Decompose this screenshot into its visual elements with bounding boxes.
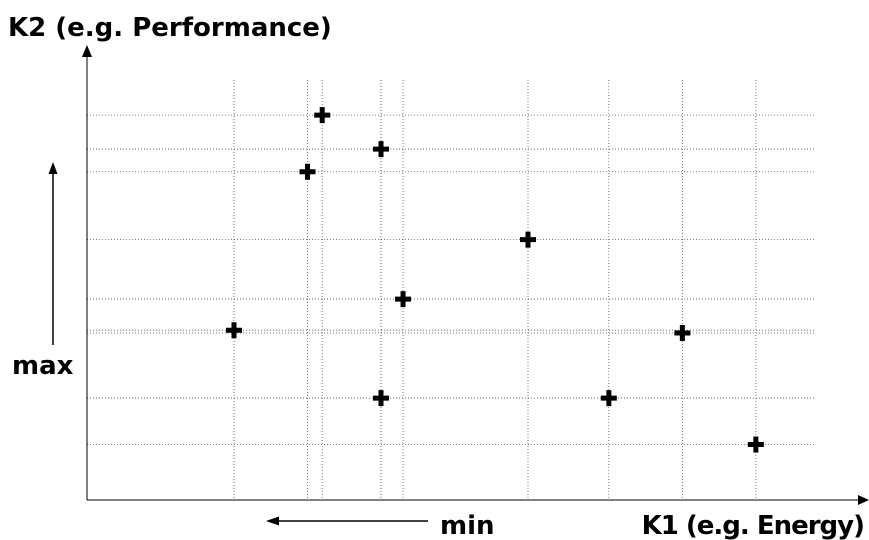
data-markers: [226, 107, 764, 453]
data-point-marker: [226, 322, 242, 339]
data-point-marker: [314, 107, 331, 124]
max-label: max: [12, 351, 74, 381]
x-axis-arrowhead: [858, 495, 869, 505]
data-point-marker: [600, 390, 617, 407]
data-point-marker: [395, 291, 412, 308]
data-point-marker: [747, 436, 764, 453]
min-direction-arrowhead: [266, 516, 279, 526]
data-point-marker: [373, 141, 389, 158]
data-point-marker: [373, 390, 389, 407]
data-point-marker: [674, 325, 691, 342]
y-axis-arrowhead: [82, 45, 92, 57]
max-direction-arrowhead: [48, 162, 58, 174]
min-label: min: [440, 511, 495, 540]
x-axis-title: K1 (e.g. Energy): [642, 511, 864, 540]
grid-lines: [87, 80, 815, 500]
data-point-marker: [299, 163, 316, 180]
data-point-marker: [520, 231, 536, 248]
y-axis-title: K2 (e.g. Performance): [8, 13, 332, 43]
